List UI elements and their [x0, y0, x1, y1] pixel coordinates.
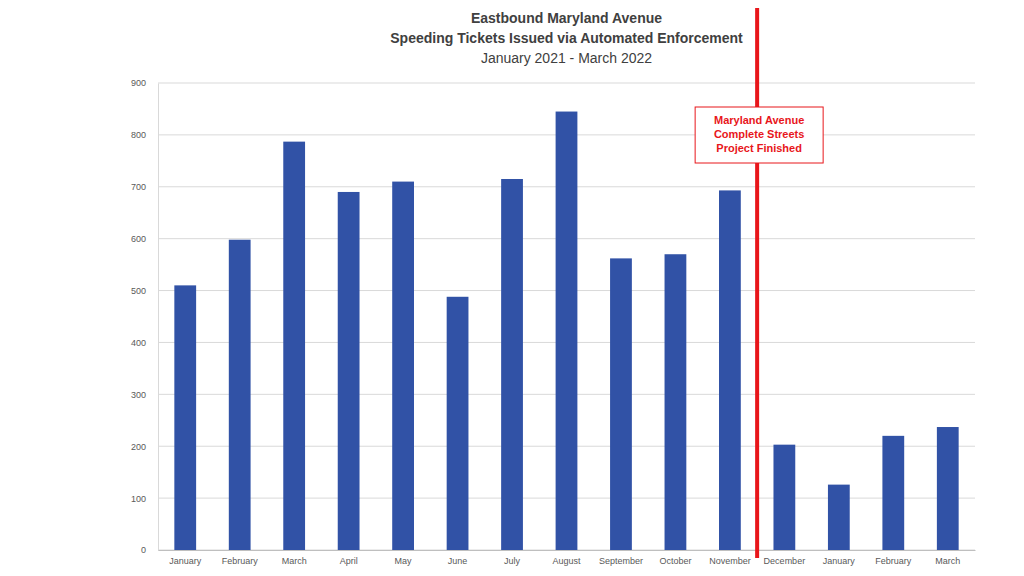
annotation-text: Complete Streets: [714, 128, 804, 140]
x-tick: February: [222, 550, 259, 566]
y-tick: 700: [131, 182, 158, 192]
y-axis-line: [158, 84, 159, 551]
y-axis: 0 100 200 300 400 500 600 700 800 900: [131, 78, 159, 555]
x-tick: January: [169, 550, 202, 566]
bar: [501, 179, 523, 550]
title: Eastbound Maryland Avenue: [471, 10, 662, 26]
bar: [447, 297, 469, 550]
x-tick: February: [875, 550, 912, 566]
y-tick-label: 0: [141, 545, 146, 555]
x-tick: September: [599, 550, 643, 566]
x-tick: December: [764, 550, 806, 566]
x-tick-label: April: [340, 556, 358, 566]
y-tick: 0: [141, 545, 158, 555]
x-tick: January: [823, 550, 856, 566]
grid-line: [158, 83, 975, 84]
bar: [828, 485, 850, 550]
y-tick: 300: [131, 390, 158, 400]
y-tick-label: 300: [131, 390, 146, 400]
y-tick-label: 500: [131, 286, 146, 296]
bar: [174, 285, 196, 550]
x-tick-label: November: [709, 556, 751, 566]
x-tick-label: July: [504, 556, 521, 566]
y-tick: 200: [131, 442, 158, 452]
x-tick: June: [448, 550, 468, 566]
bar: [882, 436, 904, 550]
y-tick-label: 700: [131, 182, 146, 192]
x-tick: July: [504, 550, 521, 566]
annotation: Maryland Avenue Complete Streets Project F…: [695, 8, 823, 558]
bar: [610, 258, 632, 550]
x-tick-label: June: [448, 556, 468, 566]
x-tick: March: [935, 550, 960, 566]
y-tick: 900: [131, 78, 158, 88]
annotation-text: Maryland Avenue: [714, 114, 804, 126]
y-tick: 600: [131, 234, 158, 244]
x-tick: March: [282, 550, 307, 566]
x-tick-label: January: [823, 556, 856, 566]
annotation-text: Project Finished: [716, 142, 802, 154]
bar: [283, 142, 305, 550]
x-tick: April: [340, 550, 358, 566]
x-tick-label: February: [222, 556, 259, 566]
y-tick-label: 100: [131, 493, 146, 503]
y-tick-label: 900: [131, 78, 146, 88]
x-tick-label: March: [282, 556, 307, 566]
y-tick: 800: [131, 130, 158, 140]
title: Speeding Tickets Issued via Automated En…: [390, 30, 743, 46]
x-tick-label: February: [875, 556, 912, 566]
x-tick-label: January: [169, 556, 202, 566]
annotation-line: [755, 8, 759, 558]
y-tick: 100: [131, 493, 158, 503]
chart: 0 100 200 300 400 500 600 700 800 900 January Febru…: [0, 0, 1024, 576]
bar: [392, 182, 414, 550]
x-tick: November: [709, 550, 751, 566]
y-tick-label: 200: [131, 442, 146, 452]
bar: [338, 192, 360, 550]
y-tick: 500: [131, 286, 158, 296]
x-tick-label: October: [659, 556, 691, 566]
bar: [665, 254, 687, 550]
x-tick-label: August: [552, 556, 581, 566]
y-tick-label: 800: [131, 130, 146, 140]
subtitle: January 2021 - March 2022: [481, 50, 652, 66]
x-axis: January February March April May June July Augu…: [159, 550, 976, 566]
x-tick: May: [395, 550, 413, 566]
x-tick-label: May: [395, 556, 413, 566]
x-tick-label: March: [935, 556, 960, 566]
y-tick-label: 400: [131, 338, 146, 348]
bar: [719, 190, 741, 550]
bars: [174, 112, 958, 550]
x-tick-label: December: [764, 556, 806, 566]
bar: [773, 445, 795, 550]
grid: [158, 83, 975, 550]
bar: [229, 240, 251, 550]
bar: [937, 427, 959, 550]
x-tick: October: [659, 550, 691, 566]
annotation-box: [695, 107, 823, 163]
x-axis-line: [159, 550, 976, 551]
x-tick: August: [552, 550, 581, 566]
x-tick-label: September: [599, 556, 643, 566]
titles: Eastbound Maryland Avenue Speeding Ticket…: [390, 10, 743, 66]
y-tick-label: 600: [131, 234, 146, 244]
bar: [556, 112, 578, 550]
y-tick: 400: [131, 338, 158, 348]
